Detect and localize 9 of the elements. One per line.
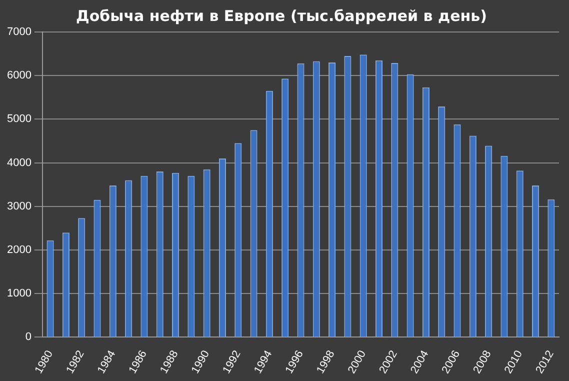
y-tick-label: 1000 bbox=[6, 288, 32, 300]
y-tick-label: 5000 bbox=[6, 113, 32, 126]
y-tick-label: 2000 bbox=[6, 244, 32, 256]
y-tick-label: 4000 bbox=[6, 156, 32, 169]
y-tick-label: 3000 bbox=[6, 200, 32, 212]
y-tick-label: 6000 bbox=[6, 70, 32, 82]
y-tick-label: 0 bbox=[25, 331, 32, 344]
chart-title: Добыча нефти в Европе (тыс.баррелей в день) bbox=[76, 6, 487, 25]
y-tick-label: 7000 bbox=[6, 26, 32, 38]
